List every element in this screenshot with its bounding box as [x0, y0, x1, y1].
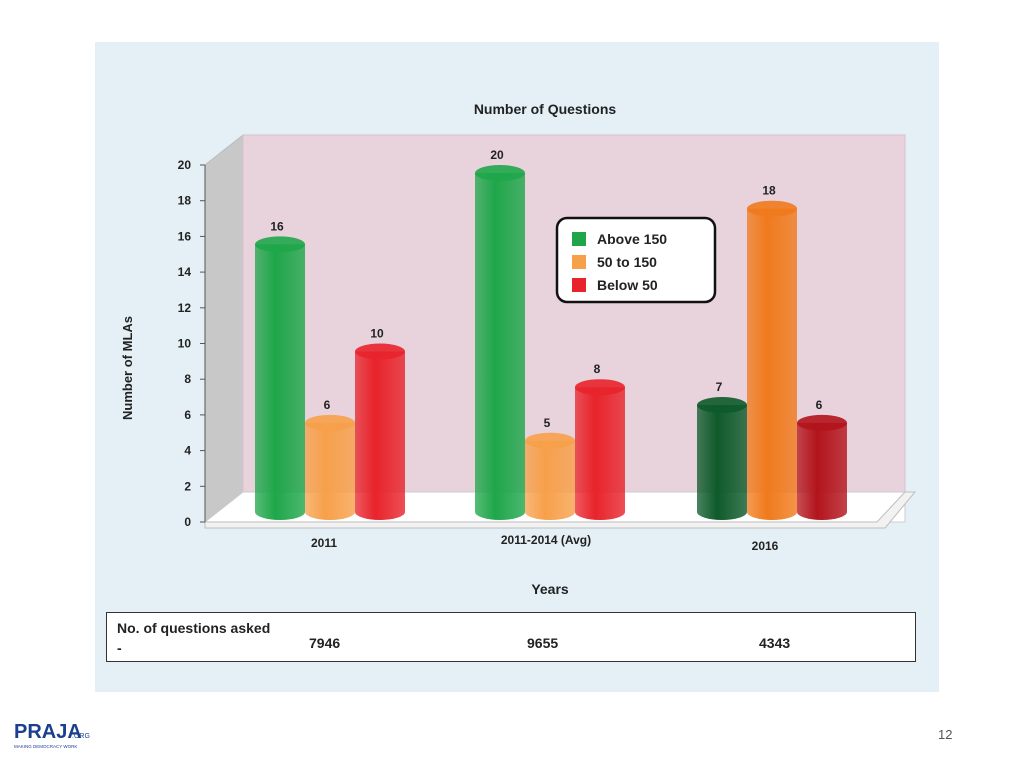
questions-count-2016: 4343 — [759, 635, 791, 651]
x-tick-label-2016: 2016 — [752, 539, 779, 553]
data-label-2011-2014-avg-50-to-150: 5 — [544, 416, 551, 430]
bar-top-2016-above-150 — [697, 397, 747, 414]
bar-2011-2014-avg-above-150 — [475, 173, 525, 520]
bar-top-2011-below-50 — [355, 343, 405, 360]
data-label-2011-above-150: 16 — [270, 219, 284, 233]
left-wall — [204, 133, 244, 524]
bar-top-2011-2014-avg-50-to-150 — [525, 432, 575, 449]
bar-2016-50-to-150 — [747, 208, 797, 520]
questions-table-label: No. of questions asked - — [117, 620, 271, 656]
x-tick-label-2011: 2011 — [311, 536, 337, 550]
chart-title: Number of Questions — [474, 101, 617, 117]
legend: Above 150 50 to 150 Below 50 — [555, 216, 717, 304]
questions-count-2011-2014: 9655 — [527, 635, 559, 651]
data-label-2011-2014-avg-below-50: 8 — [594, 362, 601, 376]
y-tick-label: 14 — [178, 265, 192, 279]
y-tick-label: 12 — [178, 301, 192, 315]
y-tick-label: 6 — [184, 408, 191, 422]
y-tick-label: 18 — [178, 194, 192, 208]
y-tick-label: 2 — [184, 479, 191, 493]
bar-top-2011-2014-avg-below-50 — [575, 379, 625, 396]
y-tick-label: 16 — [178, 229, 192, 243]
legend-label-above-150: Above 150 — [597, 231, 667, 247]
legend-label-below-50: Below 50 — [597, 277, 658, 293]
data-label-2016-above-150: 7 — [716, 380, 723, 394]
bar-2011-2014-avg-50-to-150 — [525, 440, 575, 520]
legend-label-50-to-150: 50 to 150 — [597, 254, 657, 270]
y-tick-label: 0 — [184, 515, 191, 529]
legend-swatch-50-to-150 — [572, 255, 586, 269]
data-label-2011-2014-avg-above-150: 20 — [490, 148, 504, 162]
floor-edge — [204, 491, 917, 529]
bar-top-2011-2014-avg-above-150 — [475, 165, 525, 181]
legend-swatch-below-50 — [572, 278, 586, 292]
y-tick-label: 4 — [184, 444, 191, 458]
data-label-2016-below-50: 6 — [816, 398, 823, 412]
bar-top-2011-50-to-150 — [305, 414, 355, 431]
bar-2011-below-50 — [355, 351, 405, 520]
y-tick-label: 10 — [178, 337, 192, 351]
y-tick-label: 20 — [178, 158, 192, 172]
data-label-2011-50-to-150: 6 — [324, 398, 331, 412]
chart-panel: 0 2 4 6 8 10 12 14 16 18 20 Number of Questions Year… — [95, 42, 939, 692]
questions-table: No. of questions asked - 7946 9655 4343 — [106, 612, 916, 662]
bar-2016-below-50 — [797, 422, 847, 520]
praja-logo: PRAJA .ORG MAKING DEMOCRACY WORK — [14, 721, 90, 749]
x-axis-title: Years — [531, 581, 569, 597]
logo-suffix: .ORG — [72, 733, 90, 740]
bar-2016-above-150 — [697, 405, 747, 520]
data-label-2011-below-50: 10 — [370, 327, 384, 341]
bar-top-2016-below-50 — [797, 414, 847, 431]
bar-2011-above-150 — [255, 244, 305, 520]
data-label-2016-50-to-150: 18 — [762, 184, 776, 198]
bar-2011-50-to-150 — [305, 422, 355, 520]
y-axis-title: Number of MLAs — [120, 316, 135, 420]
questions-count-2011: 7946 — [309, 635, 341, 651]
logo-tagline: MAKING DEMOCRACY WORK — [14, 744, 77, 749]
logo-text: PRAJA — [14, 721, 82, 743]
y-tick-label: 8 — [184, 372, 191, 386]
bar-top-2016-50-to-150 — [747, 200, 797, 217]
x-tick-label-2011-2014-avg: 2011-2014 (Avg) — [501, 533, 591, 547]
bar-top-2011-above-150 — [255, 236, 305, 253]
legend-box — [555, 216, 717, 304]
legend-swatch-above-150 — [572, 232, 586, 246]
bar-chart: 0 2 4 6 8 10 12 14 16 18 20 Number of Questions Year… — [120, 101, 917, 597]
page-number: 12 — [938, 727, 953, 742]
bar-2011-2014-avg-below-50 — [575, 387, 625, 520]
